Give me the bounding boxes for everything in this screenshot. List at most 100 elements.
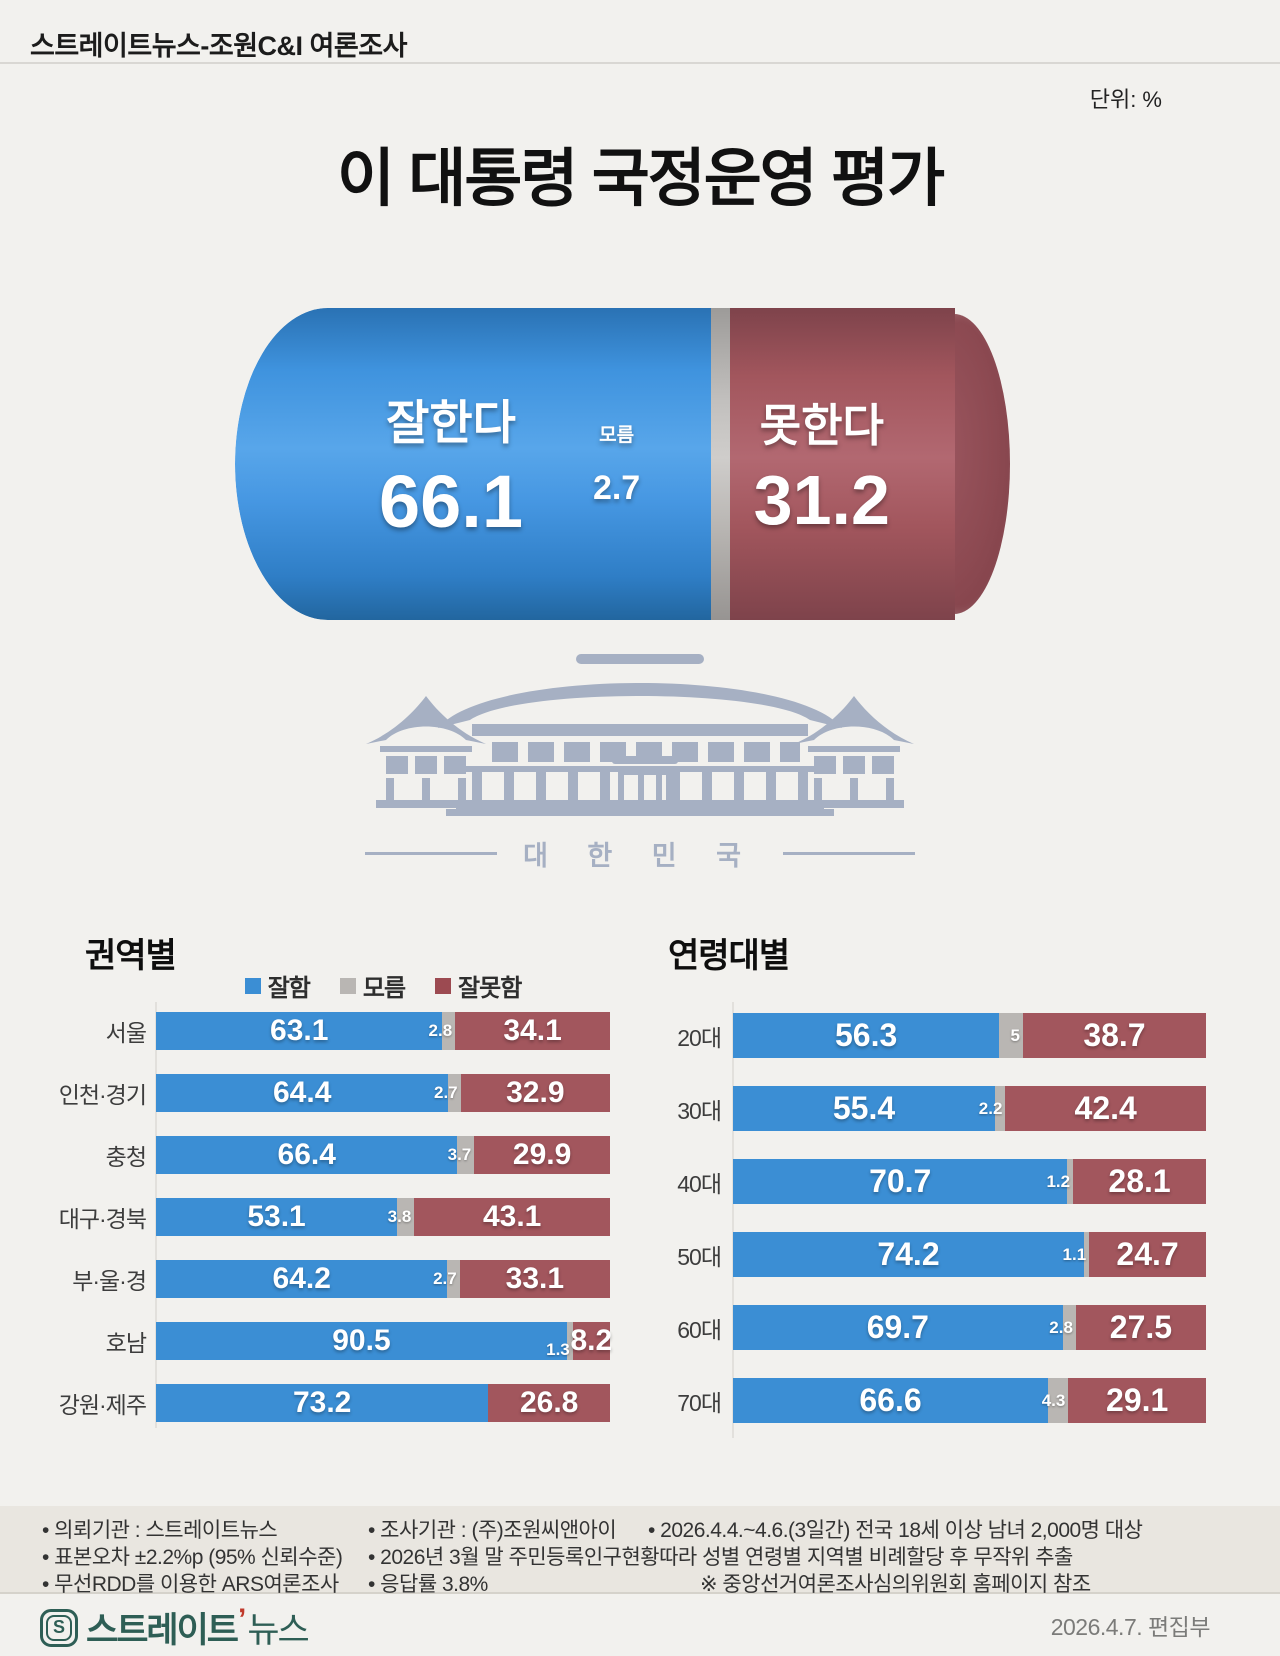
disapprove-segment-value: 38.7 <box>1083 1017 1146 1053</box>
approve-segment: 63.1 <box>156 1012 443 1050</box>
caption-line-left <box>365 852 498 855</box>
disapprove-segment-value: 29.9 <box>512 1138 572 1171</box>
disapprove-segment: 24.7 <box>1089 1232 1206 1277</box>
cylinder-body <box>235 308 955 620</box>
undecided-value: 2.2 <box>978 1098 1003 1118</box>
disapprove-segment-value: 43.1 <box>482 1200 542 1233</box>
undecided-value: 1.3 <box>546 1340 570 1359</box>
row-label: 호남 <box>105 1330 147 1356</box>
disapprove-segment: 28.1 <box>1073 1159 1206 1204</box>
ages-bar-chart: 20대 56.3 38.7 5 30대 55.4 42.4 2.2 40대 70.7 28.1 1.2… <box>636 999 1206 1437</box>
disapprove-segment: 34.1 <box>455 1012 610 1050</box>
approve-segment <box>235 308 711 620</box>
stacked-bar: 73.2 26.8 <box>156 1384 610 1422</box>
logo-badge-icon: S <box>40 1608 78 1647</box>
legend-swatch-icon <box>435 977 452 994</box>
approve-segment-value: 70.7 <box>869 1163 932 1199</box>
footnote: • 2026년 3월 말 주민등록인구현황따라 성별 연령별 지역별 비례할당 … <box>368 1546 1073 1569</box>
legend-swatch-icon <box>244 977 261 994</box>
undecided-segment <box>1062 1305 1076 1350</box>
watermark-text: 대 한 민 국 <box>523 841 757 871</box>
legend-item: 잘못함 <box>435 968 522 1003</box>
row-label: 인천·경기 <box>58 1082 147 1108</box>
legend-item: 잘함 <box>244 968 311 1003</box>
stacked-bar: 63.1 34.1 2.8 <box>156 1012 610 1050</box>
stacked-bar: 66.4 29.9 3.7 <box>156 1136 610 1174</box>
stacked-bar: 64.2 33.1 2.7 <box>156 1260 610 1298</box>
footnote: • 표본오차 ±2.2%p (95% 신뢰수준) <box>42 1546 343 1569</box>
undecided-value: 2.7 <box>433 1269 457 1288</box>
approve-label: 잘한다 <box>386 396 516 449</box>
logo-tick-mark: ’ <box>238 1602 247 1636</box>
regions-bar-chart: 서울 63.1 34.1 2.8 인천·경기 64.4 32.9 2.7 충청 66.4 29.9 3… <box>22 1000 612 1434</box>
bar-row: 서울 63.1 34.1 2.8 <box>22 1000 610 1062</box>
undecided-segment <box>566 1322 573 1360</box>
footnote: • 2026.4.4.~4.6.(3일간) 전국 18세 이상 남녀 2,000… <box>648 1519 1143 1542</box>
chart-legend: 잘함 모름 잘못함 <box>156 968 610 1003</box>
stacked-bar: 74.2 24.7 1.1 <box>733 1232 1206 1277</box>
disapprove-segment: 26.8 <box>488 1384 610 1422</box>
approve-segment: 53.1 <box>156 1198 398 1236</box>
footnote: ※ 중앙선거여론조사심의위원회 홈페이지 참조 <box>700 1573 1091 1596</box>
approve-segment-value: 74.2 <box>877 1236 940 1272</box>
undecided-value: 1.1 <box>1062 1244 1087 1264</box>
disapprove-segment-value: 42.4 <box>1074 1090 1137 1126</box>
footnote: • 응답률 3.8% <box>368 1573 488 1596</box>
approve-segment: 66.4 <box>156 1136 458 1174</box>
disapprove-segment-value: 29.1 <box>1106 1382 1169 1418</box>
approve-segment-value: 66.4 <box>277 1138 336 1171</box>
undecided-callout: 모름 2.7 <box>566 308 667 620</box>
row-label: 30대 <box>677 1097 722 1124</box>
disapprove-segment-value: 34.1 <box>503 1014 562 1047</box>
bar-row: 20대 56.3 38.7 5 <box>636 999 1206 1072</box>
undecided-segment <box>999 1013 1023 1058</box>
stacked-bar: 64.4 32.9 2.7 <box>156 1074 610 1112</box>
row-label: 대구·경북 <box>58 1206 147 1232</box>
disapprove-value: 31.2 <box>753 460 890 539</box>
source-label: 스트레이트뉴스-조원C&I 여론조사 <box>30 31 407 61</box>
bar-row: 대구·경북 53.1 43.1 3.8 <box>22 1186 610 1248</box>
row-label: 강원·제주 <box>58 1392 147 1418</box>
row-label: 부·울·경 <box>72 1268 147 1294</box>
approve-segment-value: 53.1 <box>247 1200 306 1233</box>
disapprove-segment: 38.7 <box>1022 1013 1206 1058</box>
disapprove-segment: 42.4 <box>1005 1086 1206 1131</box>
approve-segment-value: 64.2 <box>272 1262 331 1295</box>
legend-swatch-icon <box>339 977 356 994</box>
undecided-segment <box>447 1260 460 1298</box>
legend-item: 모름 <box>339 968 406 1003</box>
approve-segment: 70.7 <box>733 1159 1068 1204</box>
approve-segment-value: 66.6 <box>859 1382 922 1418</box>
disapprove-label: 못한다 <box>759 399 884 451</box>
disapprove-segment <box>730 308 955 620</box>
bar-row: 30대 55.4 42.4 2.2 <box>636 1072 1206 1145</box>
disapprove-segment-value: 26.8 <box>519 1386 579 1419</box>
undecided-value: 4.3 <box>1041 1390 1066 1410</box>
stacked-bar: 66.6 29.1 4.3 <box>733 1378 1206 1423</box>
approve-segment: 90.5 <box>156 1322 567 1360</box>
disapprove-segment: 32.9 <box>460 1074 610 1112</box>
bar-row: 호남 90.5 8.2 1.3 <box>22 1310 612 1372</box>
approve-segment: 55.4 <box>733 1086 996 1131</box>
stacked-bar: 55.4 42.4 2.2 <box>733 1086 1206 1131</box>
undecided-value: 3.8 <box>387 1207 412 1226</box>
legend-label: 모름 <box>362 975 406 1002</box>
approve-value: 66.1 <box>378 460 524 543</box>
bar-row: 70대 66.6 29.1 4.3 <box>636 1364 1206 1437</box>
row-label: 충청 <box>105 1144 147 1170</box>
row-label: 60대 <box>677 1316 722 1343</box>
approve-segment-value: 69.7 <box>866 1309 929 1345</box>
approve-segment-value: 64.4 <box>272 1076 332 1109</box>
blue-house-watermark: 대 한 민 국 <box>350 652 930 873</box>
stacked-bar: 56.3 38.7 5 <box>733 1013 1206 1058</box>
approve-segment: 56.3 <box>733 1013 1000 1058</box>
blue-house-icon <box>366 654 914 816</box>
row-label: 20대 <box>677 1024 722 1051</box>
disapprove-segment: 33.1 <box>459 1260 610 1298</box>
undecided-value: 5 <box>1010 1025 1020 1045</box>
logo-text-light: 뉴스 <box>247 1611 309 1650</box>
bar-row: 충청 66.4 29.9 3.7 <box>22 1124 610 1186</box>
disapprove-segment: 29.1 <box>1068 1378 1206 1423</box>
disapprove-segment-value: 33.1 <box>505 1262 565 1295</box>
